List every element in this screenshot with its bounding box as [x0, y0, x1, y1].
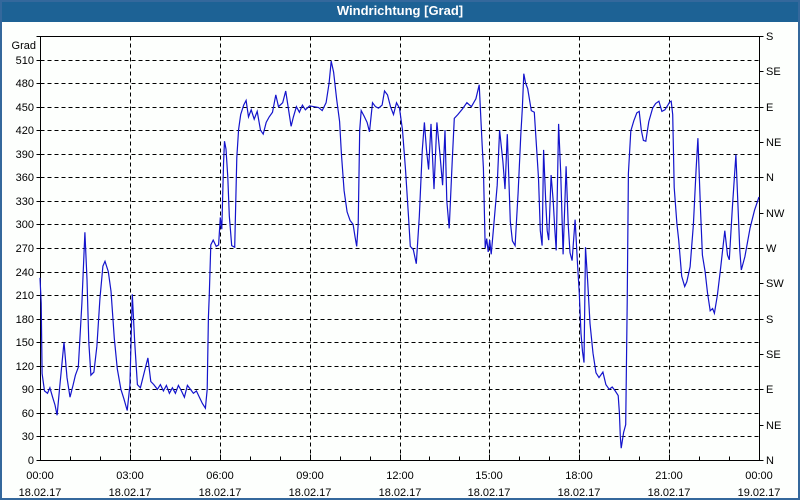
x-tick-time-label: 00:00 — [745, 470, 773, 482]
y-tick-label: 480 — [16, 78, 34, 90]
compass-label: NW — [766, 208, 785, 220]
compass-label: W — [766, 243, 777, 255]
x-tick-time-label: 06:00 — [206, 470, 234, 482]
compass-label: S — [766, 31, 773, 43]
y-tick-label: 180 — [16, 314, 34, 326]
x-tick-date-label: 18.02.17 — [379, 487, 422, 499]
x-tick-date-label: 18.02.17 — [109, 487, 152, 499]
wind-direction-line — [39, 60, 760, 449]
chart-ticks — [36, 36, 764, 461]
y-tick-label: 240 — [16, 267, 34, 279]
x-tick-date-label: 18.02.17 — [289, 487, 332, 499]
window-titlebar: Windrichtung [Grad] — [2, 2, 798, 22]
y-tick-label: 30 — [22, 431, 34, 443]
y-tick-label: 210 — [16, 290, 34, 302]
compass-label: SE — [766, 349, 781, 361]
y-tick-label: 270 — [16, 243, 34, 255]
y-tick-label: 0 — [28, 455, 34, 467]
x-tick-time-label: 15:00 — [475, 470, 503, 482]
y-tick-label: 330 — [16, 196, 34, 208]
y-tick-label: 150 — [16, 337, 34, 349]
y-tick-label: 120 — [16, 361, 34, 373]
x-tick-date-label: 18.02.17 — [648, 487, 691, 499]
y-tick-label: 90 — [22, 384, 34, 396]
x-tick-time-label: 21:00 — [655, 470, 683, 482]
compass-label: N — [766, 172, 774, 184]
y-tick-label: 60 — [22, 408, 34, 420]
x-tick-time-label: 00:00 — [26, 470, 54, 482]
chart-area: 0 30 60 90 120 150 180 210 240 270 300 330 360 390 420… — [2, 22, 798, 499]
x-tick-date-label: 19.02.17 — [738, 487, 781, 499]
compass-label: NE — [766, 420, 781, 432]
compass-label: NE — [766, 137, 781, 149]
wind-direction-series — [39, 60, 760, 449]
wind-direction-chart: 0 30 60 90 120 150 180 210 240 270 300 330 360 390 420… — [12, 31, 785, 499]
compass-label: N — [766, 455, 774, 467]
chart-gridlines — [40, 36, 760, 461]
compass-label: E — [766, 384, 773, 396]
y-tick-label: 360 — [16, 172, 34, 184]
compass-label: SW — [766, 278, 784, 290]
x-tick-date-label: 18.02.17 — [19, 487, 62, 499]
y-tick-label: 510 — [16, 55, 34, 67]
x-tick-date-label: 18.02.17 — [558, 487, 601, 499]
compass-label: E — [766, 102, 773, 114]
y-tick-label: 420 — [16, 125, 34, 137]
x-tick-time-label: 09:00 — [296, 470, 324, 482]
x-tick-time-label: 18:00 — [565, 470, 593, 482]
x-tick-time-label: 03:00 — [116, 470, 144, 482]
y-axis-title: Grad — [12, 40, 36, 52]
chart-axis-labels: 0 30 60 90 120 150 180 210 240 270 300 330 360 390 420… — [12, 31, 785, 499]
x-tick-time-label: 12:00 — [386, 470, 414, 482]
y-tick-label: 450 — [16, 102, 34, 114]
x-tick-date-label: 18.02.17 — [199, 487, 242, 499]
compass-label: S — [766, 314, 773, 326]
y-tick-label: 390 — [16, 149, 34, 161]
compass-label: SE — [766, 66, 781, 78]
window-title: Windrichtung [Grad] — [336, 3, 464, 18]
x-tick-date-label: 18.02.17 — [468, 487, 511, 499]
y-tick-label: 300 — [16, 219, 34, 231]
